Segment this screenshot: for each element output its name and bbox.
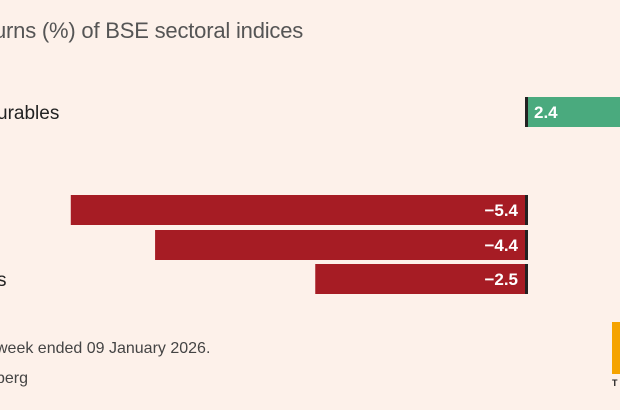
chart-source: berg <box>0 370 29 387</box>
chart-note: week ended 09 January 2026. <box>0 340 211 357</box>
bar-3 <box>315 264 526 294</box>
bar-0 <box>526 97 620 127</box>
category-label-0: urables <box>0 103 59 124</box>
value-label-3: −2.5 <box>484 270 518 289</box>
chart-title: urns (%) of BSE sectoral indices <box>0 18 304 43</box>
bar-1 <box>70 195 526 225</box>
value-label-1: −5.4 <box>484 201 518 220</box>
bar-2 <box>155 230 526 260</box>
value-label-0: 2.4 <box>534 103 558 122</box>
value-label-2: −4.4 <box>484 236 518 255</box>
publisher-logo <box>612 322 620 374</box>
logo-text: T <box>612 378 618 388</box>
zero-line-3 <box>525 264 528 294</box>
zero-line-1 <box>525 195 528 225</box>
zero-line-0 <box>525 97 528 127</box>
category-label-3: s <box>0 270 7 291</box>
zero-line-2 <box>525 230 528 260</box>
bar-chart: 2.4 urables −5.4 −4.4 −2.5 s <box>0 97 620 294</box>
